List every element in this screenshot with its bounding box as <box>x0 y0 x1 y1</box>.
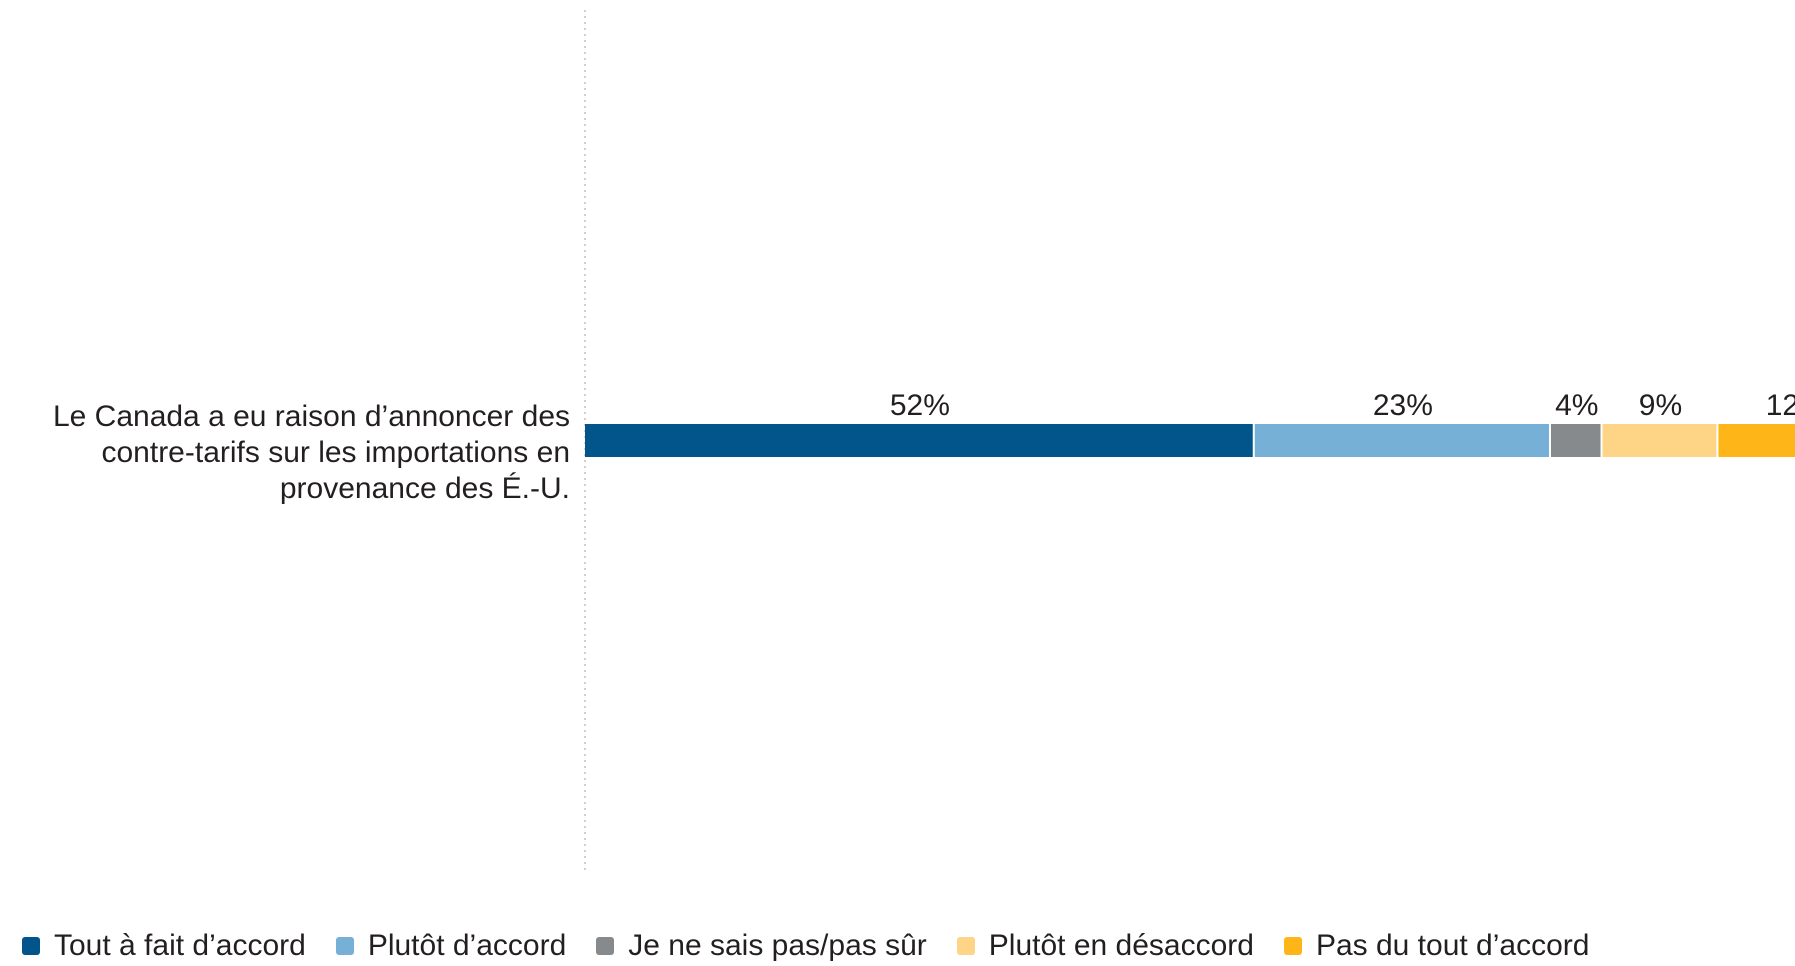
legend-label-3: Je ne sais pas/pas sûr <box>628 929 927 962</box>
bar-value-label-4: 9% <box>1639 389 1682 422</box>
legend-label-5: Pas du tout d’accord <box>1315 929 1590 962</box>
category-label: Le Canada a eu raison d’annoncer des con… <box>0 399 570 507</box>
bar-segment-1 <box>585 424 1253 457</box>
legend-swatch-1 <box>22 937 40 955</box>
legend-item-5: Pas du tout d’accord <box>1283 929 1590 963</box>
bar-value-label-3: 4% <box>1555 389 1598 422</box>
category-label-line-2: contre-tarifs sur les importations en <box>101 436 570 469</box>
legend-item-2: Plutôt d’accord <box>335 929 567 963</box>
bar-value-label-1: 52% <box>890 389 950 422</box>
legend-swatch-5 <box>1283 937 1302 955</box>
legend-swatch-2 <box>335 937 354 955</box>
legend-item-3: Je ne sais pas/pas sûr <box>596 929 927 963</box>
legend-label-1: Tout à fait d’accord <box>54 929 306 962</box>
legend-item-1: Tout à fait d’accord <box>22 929 306 963</box>
bar-segment-4 <box>1602 424 1717 457</box>
category-label-line-3: provenance des É.-U. <box>279 472 570 505</box>
bar-segment-5 <box>1718 424 1795 457</box>
legend-item-4: Plutôt en désaccord <box>956 929 1254 963</box>
category-label-line-1: Le Canada a eu raison d’annoncer des <box>52 400 570 433</box>
legend: Tout à fait d’accord Plutôt d’accord Je ne… <box>22 926 1619 966</box>
bar-value-label-5: 12% <box>1766 389 1795 422</box>
bar-segments <box>585 424 1795 457</box>
bar-value-label-2: 23% <box>1373 389 1433 422</box>
legend-label-2: Plutôt d’accord <box>367 929 567 962</box>
legend-swatch-3 <box>596 937 615 955</box>
bar-value-labels: 52% 23% 4% 9% 12% <box>890 389 1795 422</box>
legend-label-4: Plutôt en désaccord <box>988 929 1254 962</box>
bar-segment-3 <box>1551 424 1601 457</box>
bar-segment-2 <box>1254 424 1549 457</box>
legend-swatch-4 <box>956 937 975 955</box>
